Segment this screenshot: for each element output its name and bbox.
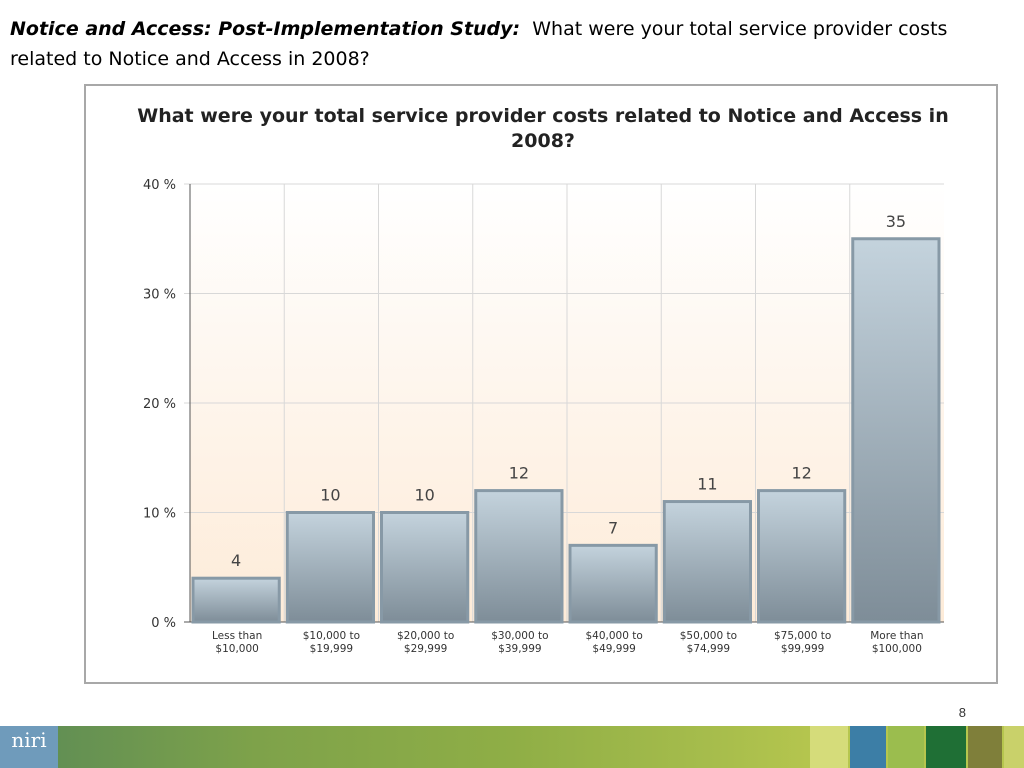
y-tick-label: 0 % (151, 616, 176, 631)
bar (757, 489, 847, 624)
footer-stripe (968, 726, 1002, 768)
x-tick-label: $40,000 to (585, 630, 642, 642)
bar (380, 511, 470, 624)
y-tick-label: 30 % (143, 288, 176, 303)
bar (662, 500, 752, 624)
footer-stripe (850, 726, 886, 768)
bar (851, 237, 941, 624)
x-tick-label: $74,999 (687, 643, 730, 655)
x-tick-label: $29,999 (404, 643, 447, 655)
bar (568, 543, 658, 624)
page-number: 8 (958, 705, 966, 720)
footer-stripe (926, 726, 966, 768)
data-label: 12 (509, 464, 529, 483)
x-tick-label: Less than (212, 630, 262, 642)
slide-title-question: What were your total service provider co… (10, 18, 948, 70)
chart-frame: What were your total service provider co… (84, 84, 998, 684)
footer-band: niri (0, 726, 1024, 768)
bar (474, 489, 564, 624)
x-tick-label: $99,999 (781, 643, 824, 655)
data-label: 11 (697, 475, 717, 494)
footer-stripe (810, 726, 848, 768)
x-tick-label: $30,000 to (491, 630, 548, 642)
bar-chart: What were your total service provider co… (137, 105, 948, 655)
data-label: 35 (886, 212, 906, 231)
x-tick-label: $39,999 (498, 643, 541, 655)
x-tick-label: $19,999 (310, 643, 353, 655)
bar (191, 576, 281, 624)
data-label: 4 (231, 551, 241, 570)
chart-title-line-2: 2008? (511, 130, 575, 152)
slide-title-lead: Notice and Access: Post-Implementation S… (10, 18, 521, 40)
slide-title: Notice and Access: Post-Implementation S… (10, 14, 1010, 74)
y-tick-label: 40 % (143, 178, 176, 193)
footer-stripe (888, 726, 924, 768)
data-label: 10 (414, 486, 434, 505)
footer-stripe (1004, 726, 1024, 768)
x-tick-label: $50,000 to (680, 630, 737, 642)
niri-logo: niri (0, 726, 58, 768)
x-tick-label: $49,999 (592, 643, 635, 655)
x-tick-label: $10,000 to (303, 630, 360, 642)
x-tick-label: More than (870, 630, 923, 642)
y-tick-label: 20 % (143, 397, 176, 412)
x-tick-label: $100,000 (872, 643, 922, 655)
chart-title-line-1: What were your total service provider co… (137, 105, 948, 127)
data-label: 12 (791, 464, 811, 483)
x-tick-label: $75,000 to (774, 630, 831, 642)
x-tick-label: $10,000 (215, 643, 258, 655)
data-label: 10 (320, 486, 340, 505)
bar (285, 511, 375, 624)
data-label: 7 (608, 518, 618, 537)
y-tick-label: 10 % (143, 507, 176, 522)
x-tick-label: $20,000 to (397, 630, 454, 642)
